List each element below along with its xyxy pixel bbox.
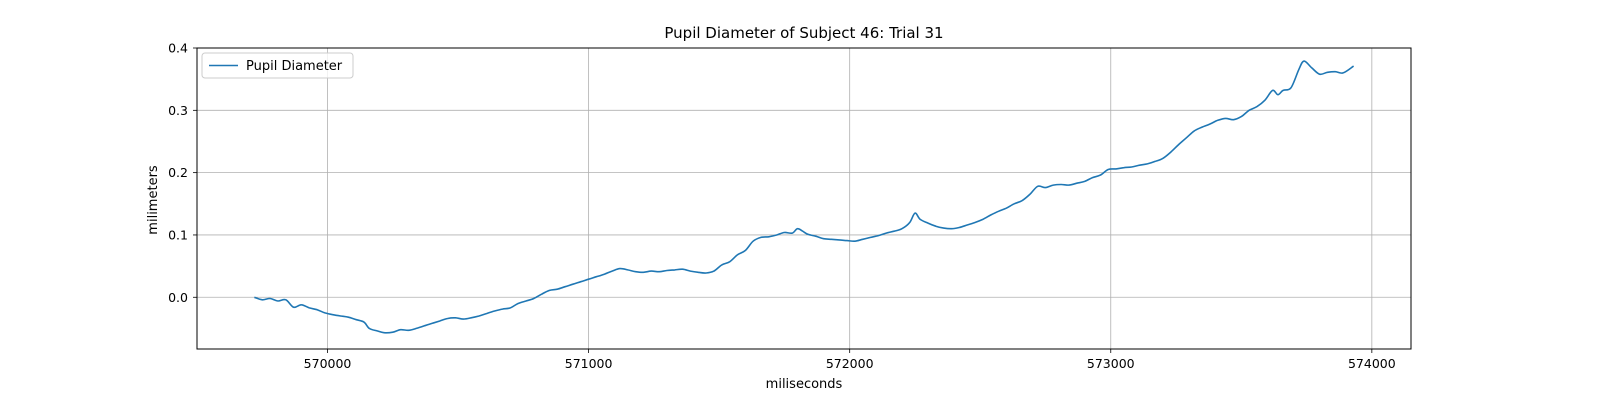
y-axis-label: milimeters [146,165,161,235]
x-tick-label: 570000 [304,356,352,371]
x-tick-label: 574000 [1348,356,1396,371]
plot-area [196,47,1412,350]
x-tick-label: 571000 [565,356,613,371]
legend-label: Pupil Diameter [246,59,343,74]
y-tick-label: 0.0 [168,290,188,305]
chart-title: Pupil Diameter of Subject 46: Trial 31 [664,24,943,42]
pupil-diameter-line [254,60,1355,334]
x-axis-label: miliseconds [766,377,843,392]
axis-ticks: 570000 571000 572000 573000 574000 0.0 0.1 0.2 0… [168,41,1396,372]
x-tick-label: 573000 [1087,356,1135,371]
y-tick-label: 0.3 [168,103,188,118]
y-tick-label: 0.2 [168,165,188,180]
legend-box [201,52,354,79]
grid-lines [197,47,1411,349]
x-tick-label: 572000 [826,356,874,371]
y-tick-label: 0.4 [168,41,188,56]
legend: Pupil Diameter [201,52,354,79]
y-tick-label: 0.1 [168,227,188,242]
